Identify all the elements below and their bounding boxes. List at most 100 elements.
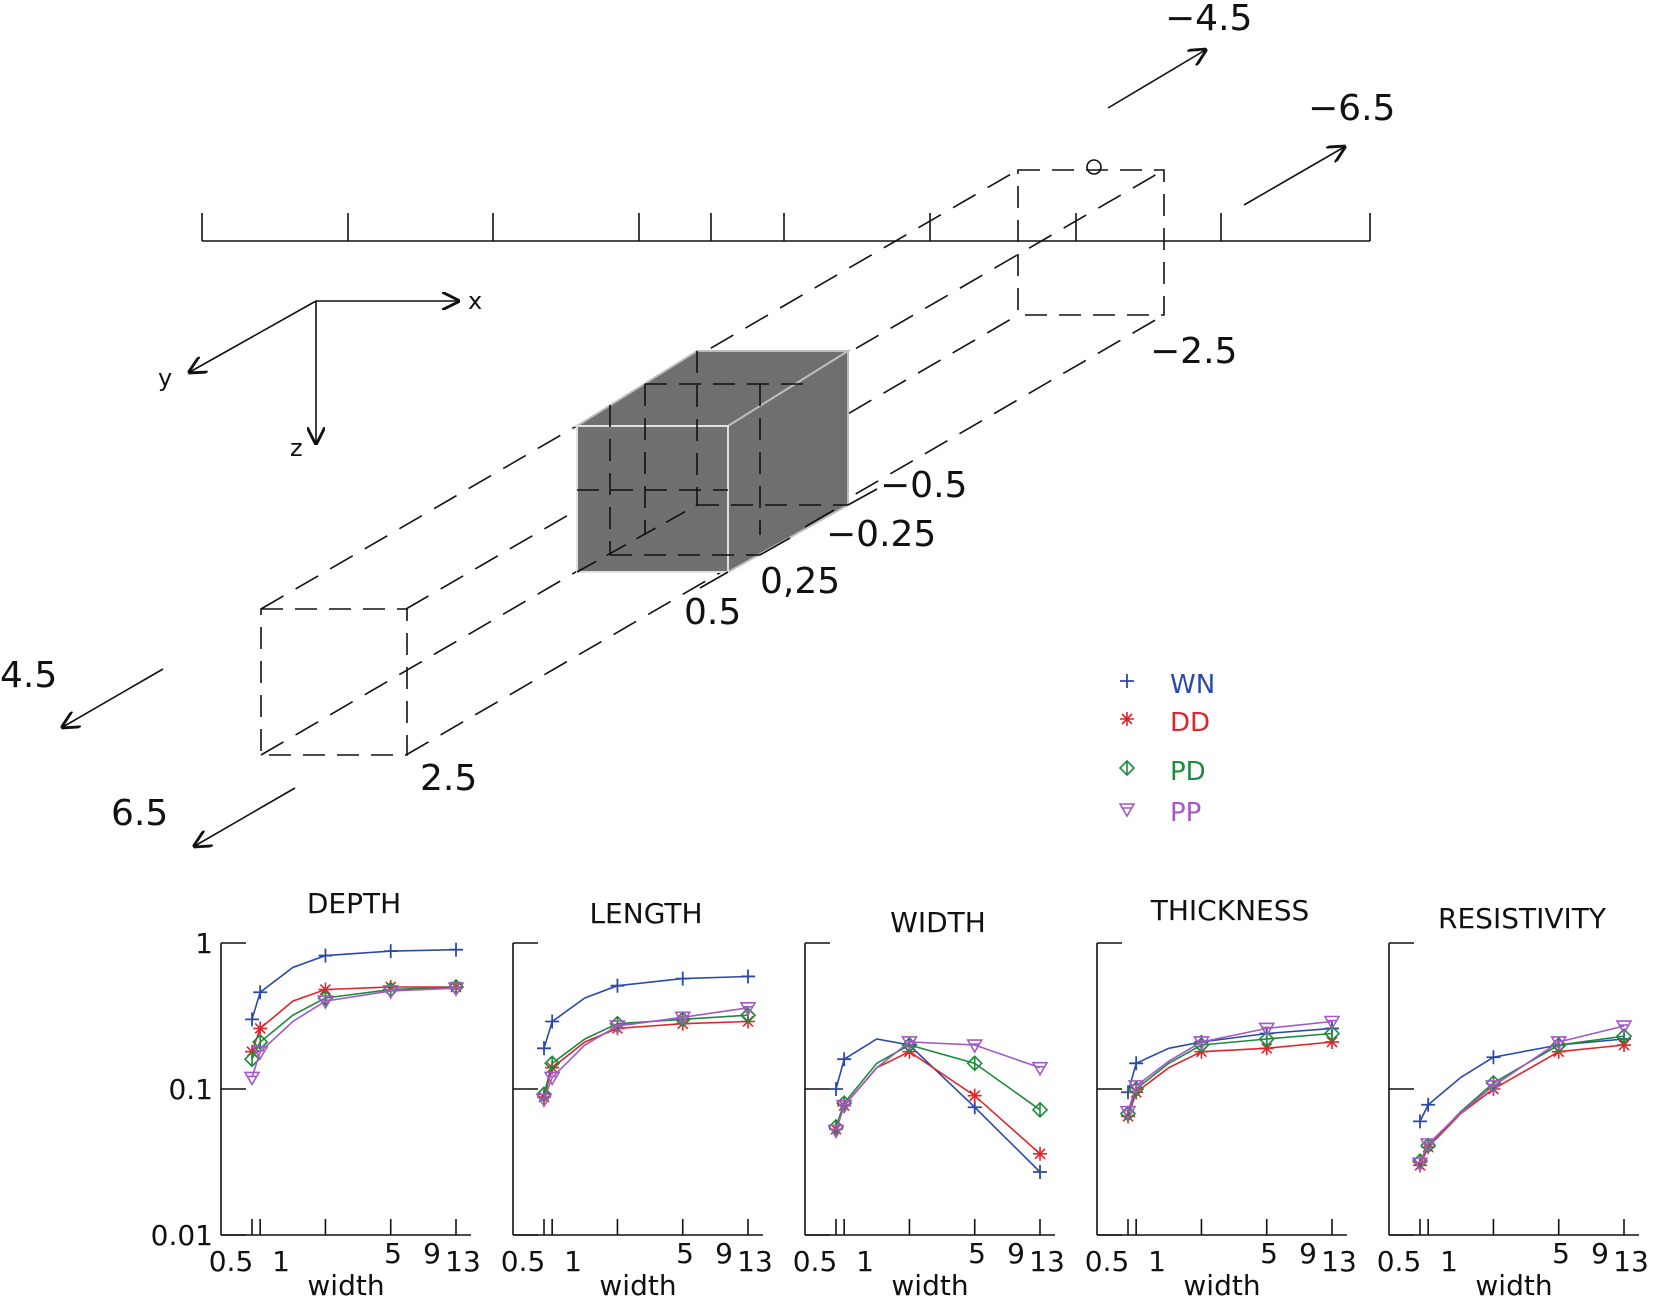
- xtick-label-thickness-0: 0.5: [1085, 1245, 1130, 1278]
- label-z-05: 0.5: [684, 592, 741, 633]
- series-width-pp: [827, 1036, 1049, 1140]
- xtick-label-resistivity-0: 0.5: [1377, 1245, 1422, 1278]
- xtick-label-thickness-3: 9: [1299, 1237, 1317, 1270]
- axis-x-label: x: [468, 287, 482, 315]
- series-line-resistivity-wn: [1419, 1038, 1625, 1122]
- point-resistivity-pp-3: [1485, 1080, 1502, 1095]
- series-line-thickness-wn: [1127, 1027, 1333, 1093]
- label-y-45: 4.5: [0, 655, 57, 696]
- chart-title-length: LENGTH: [589, 897, 702, 930]
- legend-label-pp: PP: [1170, 798, 1201, 828]
- z-level-lines: [699, 488, 878, 589]
- point-width-wn-0: [829, 1082, 843, 1096]
- label-y-65: 6.5: [111, 793, 168, 834]
- point-width-pp-1: [835, 1099, 853, 1115]
- chart-length: LENGTH 0.5 1 5 9 13 width: [501, 897, 773, 1302]
- legend-label-dd: DD: [1170, 708, 1210, 738]
- point-length-pp-5: [739, 1001, 757, 1017]
- point-depth-dd-1: [253, 1021, 268, 1036]
- xtick-label-length-2: 5: [676, 1237, 694, 1270]
- y-axis-arrow: [188, 300, 317, 373]
- point-resistivity-wn-0: [1413, 1114, 1427, 1129]
- series-line-length-wn: [543, 975, 749, 1049]
- xlabel-length: width: [599, 1269, 676, 1302]
- series-length-wn: [537, 969, 755, 1056]
- legend-label-pd: PD: [1170, 757, 1206, 787]
- point-length-wn-4: [675, 971, 690, 986]
- xtick-label-depth-1: 1: [272, 1245, 290, 1278]
- series-line-resistivity-pd: [1419, 1035, 1625, 1162]
- label-y-neg45: −4.5: [1165, 0, 1252, 39]
- series-thickness-pp: [1119, 1015, 1341, 1121]
- legend-marker-pp: [1118, 803, 1136, 818]
- ytick-label-depth-2: 0.01: [151, 1219, 213, 1252]
- point-thickness-dd-5: [1325, 1034, 1339, 1049]
- series-line-thickness-dd: [1127, 1041, 1333, 1117]
- xtick-label-depth-4: 13: [445, 1245, 481, 1278]
- xtick-label-length-1: 1: [564, 1245, 582, 1278]
- xtick-label-length-3: 9: [715, 1237, 733, 1270]
- point-width-dd-4: [967, 1088, 982, 1103]
- direction-arrows: [61, 49, 1346, 847]
- xtick-label-resistivity-3: 9: [1591, 1237, 1609, 1270]
- point-width-wn-5: [1033, 1165, 1047, 1180]
- series-line-resistivity-dd: [1419, 1044, 1625, 1166]
- series-line-depth-dd: [251, 986, 456, 1052]
- xtick-label-width-4: 13: [1029, 1245, 1065, 1278]
- series-depth-pp: [243, 982, 465, 1087]
- label-z-025: 0,25: [760, 561, 840, 602]
- point-length-wn-3: [610, 978, 625, 993]
- xlabel-resistivity: width: [1475, 1269, 1552, 1302]
- xtick-label-resistivity-2: 5: [1552, 1237, 1570, 1270]
- xtick-label-depth-0: 0.5: [209, 1245, 254, 1278]
- label-x-neg25: −2.5: [1150, 331, 1237, 372]
- point-length-pp-1: [543, 1071, 561, 1087]
- point-length-wn-1: [545, 1014, 560, 1029]
- point-depth-wn-5: [449, 942, 463, 957]
- xtick-label-depth-3: 9: [423, 1237, 441, 1270]
- point-length-wn-0: [537, 1041, 551, 1056]
- xtick-label-thickness-1: 1: [1148, 1245, 1166, 1278]
- label-z-neg05: −0.5: [880, 465, 967, 506]
- far-dashed-square: [1017, 169, 1165, 316]
- series-line-length-dd: [543, 1020, 749, 1098]
- point-depth-wn-3: [318, 948, 333, 963]
- xtick-label-width-2: 5: [968, 1237, 986, 1270]
- point-depth-pp-1: [251, 1045, 269, 1061]
- xlabel-depth: width: [307, 1269, 384, 1302]
- series-line-thickness-pd: [1127, 1032, 1333, 1114]
- series-line-depth-pd: [251, 986, 457, 1060]
- point-resistivity-wn-3: [1486, 1050, 1501, 1065]
- chart-title-thickness: THICKNESS: [1150, 894, 1310, 927]
- point-depth-wn-1: [253, 985, 268, 1000]
- legend-marker-wn: [1120, 674, 1134, 688]
- xtick-label-resistivity-1: 1: [1440, 1245, 1458, 1278]
- point-width-pp-5: [1031, 1061, 1049, 1077]
- axis-z-label: z: [290, 434, 303, 462]
- point-thickness-pp-1: [1127, 1080, 1145, 1095]
- point-depth-dd-3: [318, 982, 333, 997]
- point-depth-pp-0: [243, 1071, 261, 1087]
- series-line-width-pp: [835, 1041, 1041, 1131]
- point-resistivity-dd-5: [1617, 1038, 1631, 1053]
- chart-thickness: THICKNESS 0.5 1 5 9 13 width: [1085, 894, 1357, 1302]
- series-line-depth-pp: [251, 987, 457, 1078]
- profile-line: [201, 213, 1371, 242]
- point-resistivity-pp-0: [1411, 1157, 1429, 1172]
- point-thickness-pp-4: [1258, 1022, 1276, 1037]
- series-depth-dd: [245, 979, 463, 1059]
- point-depth-wn-0: [245, 1012, 259, 1027]
- series-resistivity-dd: [1413, 1038, 1631, 1173]
- series-length-pp: [535, 1001, 757, 1108]
- point-length-pp-4: [674, 1011, 692, 1026]
- chart-title-width: WIDTH: [890, 906, 986, 939]
- ytick-label-depth-1: 0.1: [168, 1073, 213, 1106]
- chart-depth: DEPTH 1 0.1 0.010.5 1 5 9 13 width: [151, 887, 481, 1302]
- xtick-label-width-1: 1: [856, 1245, 874, 1278]
- xtick-label-resistivity-4: 13: [1613, 1245, 1649, 1278]
- label-y-neg65: −6.5: [1308, 88, 1395, 129]
- legend-item-pp: PP: [1118, 798, 1201, 828]
- xtick-label-length-4: 13: [737, 1245, 773, 1278]
- series-line-length-pp: [543, 1007, 749, 1100]
